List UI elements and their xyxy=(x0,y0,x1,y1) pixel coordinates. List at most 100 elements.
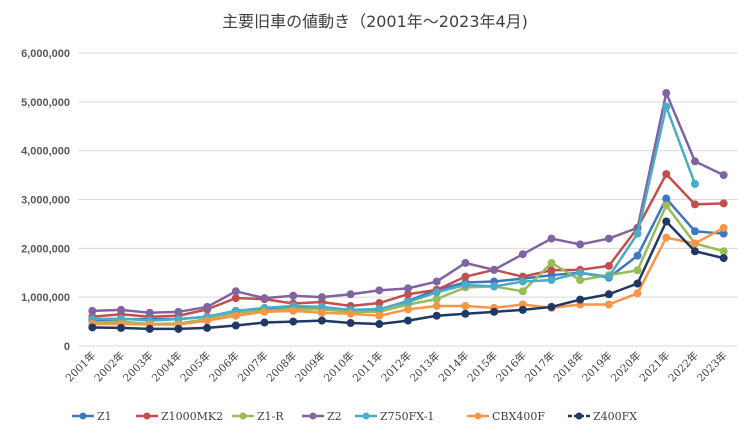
x-tick-label: 2003年 xyxy=(120,349,156,385)
data-point xyxy=(375,320,384,329)
data-point xyxy=(719,223,728,232)
data-point xyxy=(289,317,298,326)
x-tick-label: 2016年 xyxy=(493,349,529,385)
data-point xyxy=(289,291,298,300)
data-point xyxy=(604,300,613,309)
data-point xyxy=(633,289,642,298)
legend-label: CBX400F xyxy=(492,410,545,423)
legend-item-z750fx-1: Z750FX-1 xyxy=(355,410,434,423)
legend-item-z1-r: Z1-R xyxy=(232,410,284,423)
x-axis: 2001年2002年2003年2004年2005年2006年2007年2008年… xyxy=(63,349,730,385)
data-point xyxy=(690,239,699,248)
data-point xyxy=(576,240,585,249)
x-tick-label: 2005年 xyxy=(178,349,214,385)
data-point xyxy=(404,305,412,314)
x-tick-label: 2014年 xyxy=(436,349,472,385)
data-point xyxy=(432,277,441,286)
data-point xyxy=(346,290,355,299)
y-axis: 0 1,000,000 2,000,000 3,000,000 4,000,000 5,0… xyxy=(21,48,70,353)
data-point xyxy=(145,324,154,333)
data-point xyxy=(375,299,384,308)
y-tick-label: 6,000,000 xyxy=(21,48,70,60)
data-point xyxy=(547,234,556,243)
x-tick-label: 2012年 xyxy=(379,349,415,385)
data-point xyxy=(375,286,384,295)
x-tick-label: 2013年 xyxy=(407,349,443,385)
x-tick-label: 2015年 xyxy=(465,349,501,385)
chart-title: 主要旧車の値動き（2001年～2023年4月) xyxy=(222,12,528,31)
data-point xyxy=(432,295,441,304)
data-point xyxy=(461,309,470,318)
data-point xyxy=(317,302,326,311)
data-point xyxy=(690,157,699,166)
data-point xyxy=(690,200,699,209)
data-point xyxy=(662,170,671,179)
data-point xyxy=(432,301,441,310)
data-point xyxy=(576,295,585,304)
data-point xyxy=(461,272,470,281)
data-point xyxy=(662,194,671,203)
series-z2 xyxy=(88,89,728,317)
data-point xyxy=(174,307,183,316)
data-point xyxy=(576,276,585,285)
y-tick-label: 4,000,000 xyxy=(21,146,70,158)
legend-label: Z750FX-1 xyxy=(380,410,434,423)
series-z400fx xyxy=(88,217,728,333)
data-point xyxy=(375,311,384,320)
data-point xyxy=(690,247,699,256)
data-point xyxy=(604,272,613,281)
data-point xyxy=(576,268,585,277)
data-point xyxy=(633,279,642,288)
data-point xyxy=(404,316,412,325)
data-point xyxy=(88,323,97,332)
data-point xyxy=(690,227,699,236)
data-point xyxy=(518,277,527,286)
data-point xyxy=(404,290,412,299)
data-point xyxy=(719,199,728,208)
data-point xyxy=(231,311,240,320)
x-tick-label: 2023年 xyxy=(694,349,730,385)
x-tick-label: 2002年 xyxy=(92,349,128,385)
x-tick-label: 2001年 xyxy=(63,349,99,385)
legend-marker xyxy=(474,412,482,420)
series-cbx400f xyxy=(88,223,728,329)
data-point xyxy=(662,233,671,242)
data-point xyxy=(346,309,355,318)
data-point xyxy=(461,301,470,310)
data-point xyxy=(662,102,671,111)
legend-marker xyxy=(575,412,583,420)
series-line xyxy=(92,105,697,322)
data-point xyxy=(231,321,240,330)
x-tick-label: 2008年 xyxy=(264,349,300,385)
data-point xyxy=(260,294,269,303)
x-tick-label: 2019年 xyxy=(579,349,615,385)
data-point xyxy=(145,308,154,317)
legend-item-z1000mk2: Z1000MK2 xyxy=(136,410,223,423)
data-point xyxy=(289,306,298,315)
x-tick-label: 2009年 xyxy=(293,349,329,385)
data-point xyxy=(518,287,527,296)
x-tick-label: 2018年 xyxy=(551,349,587,385)
data-point xyxy=(461,258,470,267)
data-point xyxy=(404,284,412,293)
legend-item-z400fx: Z400FX xyxy=(568,410,637,423)
x-tick-label: 2010年 xyxy=(321,349,357,385)
x-tick-label: 2022年 xyxy=(666,349,702,385)
data-point xyxy=(231,287,240,296)
data-point xyxy=(518,250,527,259)
legend-marker xyxy=(79,412,87,420)
legend-label: Z400FX xyxy=(593,410,637,423)
data-point xyxy=(375,304,384,313)
legend-label: Z2 xyxy=(327,410,342,423)
legend-marker xyxy=(362,412,370,420)
y-tick-label: 0 xyxy=(64,341,70,353)
data-point xyxy=(203,316,212,325)
data-point xyxy=(604,290,613,299)
y-tick-label: 5,000,000 xyxy=(21,97,70,109)
series-group xyxy=(88,89,728,333)
legend-item-z2: Z2 xyxy=(302,410,342,423)
data-point xyxy=(203,323,212,332)
data-point xyxy=(719,254,728,263)
legend-label: Z1-R xyxy=(257,410,284,423)
